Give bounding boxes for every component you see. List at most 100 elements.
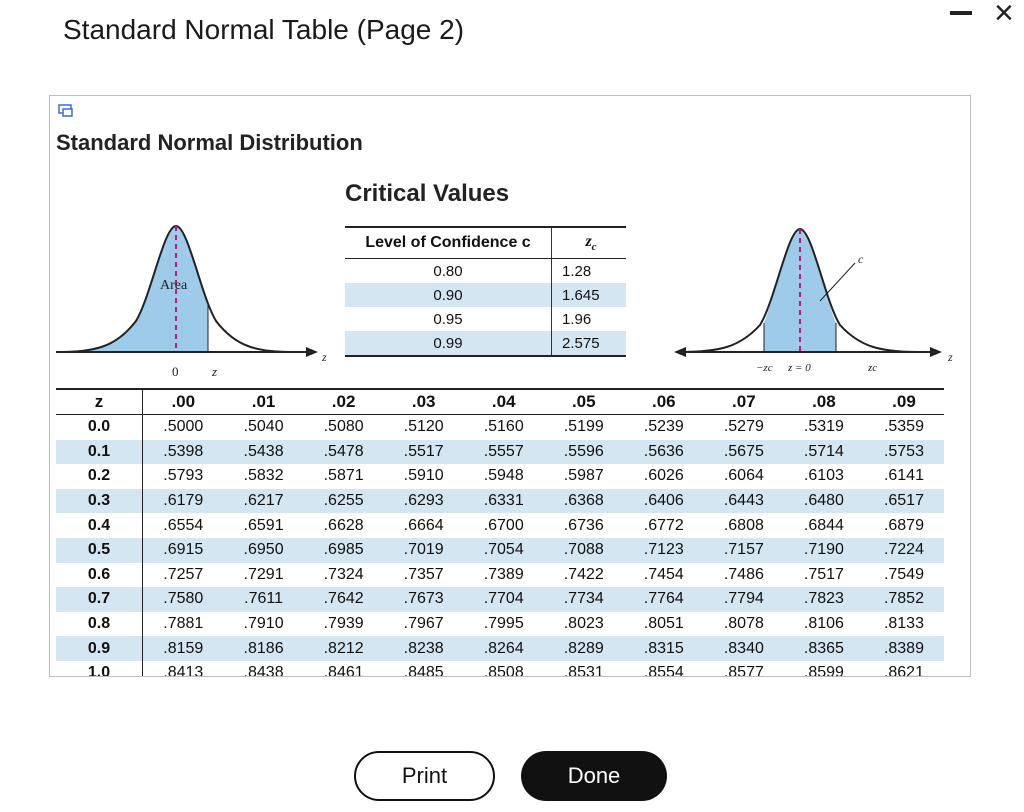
probability-cell: .7642 <box>303 587 384 612</box>
probability-cell: .8461 <box>323 664 364 677</box>
probability-cell: .8621 <box>883 664 924 677</box>
probability-cell: .7157 <box>703 537 784 563</box>
cv-row: 0.80 1.28 <box>345 258 626 283</box>
probability-cell: .6844 <box>803 516 844 534</box>
right-normal-curve: c −zc z = 0 zc z <box>674 227 953 374</box>
minimize-icon[interactable] <box>950 11 972 15</box>
column-header: .05 <box>543 388 624 415</box>
print-button[interactable]: Print <box>354 751 495 801</box>
probability-cell: .8389 <box>863 636 944 661</box>
probability-cell: .8365 <box>783 636 864 661</box>
probability-cell: .8106 <box>803 615 844 633</box>
table-row: 0.4 .6554 .6591 .6628 .6664 .6700 .6736 .6772 .6… <box>56 513 944 538</box>
probability-cell: .7088 <box>543 537 624 563</box>
probability-cell: .5871 <box>323 467 364 485</box>
cv-header-confidence: Level of Confidence c <box>345 226 552 259</box>
probability-cell: .7422 <box>563 565 604 583</box>
probability-cell: .5517 <box>383 439 464 465</box>
window-icon[interactable] <box>58 104 74 118</box>
z-axis-label-right: z <box>947 350 953 364</box>
probability-cell: .8289 <box>543 636 624 661</box>
column-header: .08 <box>783 388 864 415</box>
cv-row: 0.95 1.96 <box>345 307 626 331</box>
cv-row: 0.90 1.645 <box>345 283 626 307</box>
cv-confidence-cell: 0.80 <box>345 258 552 283</box>
table-row: 0.9.8159.8186.8212.8238.8264.8289.8315.8… <box>56 636 944 661</box>
probability-cell: .7019 <box>383 537 464 563</box>
z-value-cell: 0.9 <box>56 636 143 661</box>
cv-confidence-cell: 0.99 <box>345 331 552 357</box>
probability-cell: .8264 <box>463 636 544 661</box>
probability-cell: .5987 <box>563 467 604 485</box>
close-icon[interactable]: × <box>994 0 1014 32</box>
pos-zc-label: zc <box>867 362 877 374</box>
z-tick-label: z <box>211 364 217 379</box>
column-header: .02 <box>303 388 384 415</box>
probability-cell: .5120 <box>403 418 444 436</box>
z-axis-label: z <box>321 350 327 364</box>
z-header-cell: z <box>56 388 143 415</box>
table-row: 0.7.7580.7611.7642.7673.7704.7734.7764.7… <box>56 587 944 612</box>
column-header: .07 <box>703 388 784 415</box>
column-header: .09 <box>863 388 944 415</box>
table-row: 0.1.5398.5438.5478.5517.5557.5596.5636.5… <box>56 439 944 465</box>
window-title: Standard Normal Table (Page 2) <box>63 14 465 45</box>
probability-cell: .5398 <box>142 439 224 465</box>
probability-cell: .5596 <box>543 439 624 465</box>
probability-cell: .8531 <box>563 664 604 677</box>
cv-zc-cell: 2.575 <box>551 331 626 357</box>
probability-cell: .6628 <box>323 516 364 534</box>
probability-cell: .8413 <box>163 664 204 677</box>
probability-cell: .8508 <box>483 664 524 677</box>
probability-cell: .6026 <box>643 467 684 485</box>
probability-cell: .5040 <box>243 418 284 436</box>
probability-cell: .8577 <box>723 664 764 677</box>
probability-cell: .8159 <box>142 636 224 661</box>
probability-cell: .8133 <box>883 615 924 633</box>
probability-cell: .6700 <box>483 516 524 534</box>
z-value-cell: 0.7 <box>56 587 143 612</box>
probability-cell: .7486 <box>723 565 764 583</box>
probability-cell: .8315 <box>623 636 704 661</box>
column-header: .04 <box>463 388 544 415</box>
probability-cell: .6255 <box>303 488 384 514</box>
z-value-cell: 0.1 <box>56 439 143 465</box>
probability-cell: .7852 <box>863 587 944 612</box>
z-value-cell: 1.0 <box>56 660 143 676</box>
cv-row: 0.99 2.575 <box>345 331 626 357</box>
probability-cell: .8186 <box>223 636 304 661</box>
probability-cell: .8438 <box>243 664 284 677</box>
probability-cell: .8238 <box>383 636 464 661</box>
table-row: 0.3.6179.6217.6255.6293.6331.6368.6406.6… <box>56 488 944 514</box>
probability-cell: .5080 <box>323 418 364 436</box>
probability-cell: .6591 <box>243 516 284 534</box>
z-value-cell: 0.5 <box>56 537 143 563</box>
probability-cell: .6368 <box>543 488 624 514</box>
probability-cell: .7357 <box>403 565 444 583</box>
probability-cell: .6406 <box>623 488 704 514</box>
probability-cell: .5793 <box>163 467 204 485</box>
cv-zc-cell: 1.96 <box>562 310 592 328</box>
column-header: .01 <box>223 388 304 415</box>
probability-cell: .7794 <box>703 587 784 612</box>
z-value-cell: 0.0 <box>56 414 143 440</box>
probability-cell: .6985 <box>303 537 384 563</box>
probability-cell: .5557 <box>463 439 544 465</box>
probability-cell: .6331 <box>463 488 544 514</box>
probability-cell: .5359 <box>883 418 924 436</box>
probability-cell: .7324 <box>323 565 364 583</box>
z-value-cell: 0.2 <box>56 464 143 489</box>
probability-cell: .6103 <box>803 467 844 485</box>
probability-cell: .6915 <box>142 537 224 563</box>
probability-cell: .5160 <box>483 418 524 436</box>
critical-values-title: Critical Values <box>345 180 510 207</box>
probability-cell: .7939 <box>323 615 364 633</box>
probability-cell: .5000 <box>163 418 204 436</box>
z-value-cell: 0.3 <box>56 488 143 514</box>
probability-cell: .7517 <box>803 565 844 583</box>
zero-label: 0 <box>172 364 179 379</box>
z-table: z .00.01.02.03.04.05.06.07.08.09 0.0 .5000… <box>56 388 944 677</box>
probability-cell: .7291 <box>243 565 284 583</box>
probability-cell: .6736 <box>563 516 604 534</box>
done-button[interactable]: Done <box>521 751 667 801</box>
